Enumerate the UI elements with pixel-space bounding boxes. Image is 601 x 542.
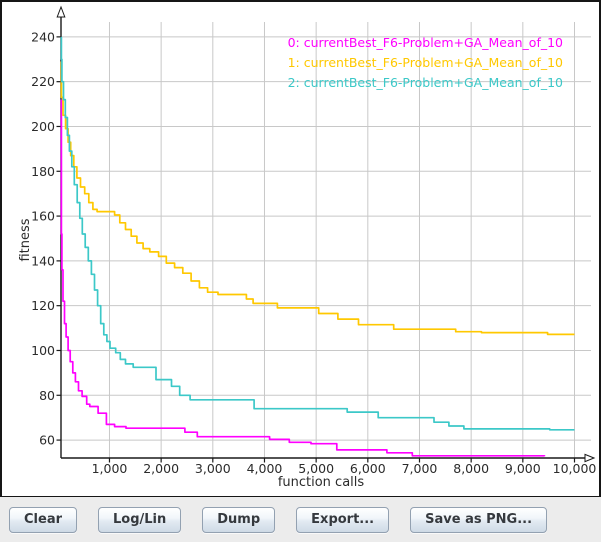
series-line-2: [60, 36, 575, 431]
series-line-0: [60, 99, 546, 457]
y-tick-label: 180: [31, 164, 55, 179]
clear-button[interactable]: Clear: [9, 506, 77, 533]
x-tick-label: 8,000: [453, 461, 489, 476]
tick-labels: 60 80 100 120 140 160 180 200 220 240 1,000 2,000 3,…: [31, 29, 596, 476]
y-tick-label: 100: [31, 343, 55, 358]
save-as-png-button[interactable]: Save as PNG...: [410, 506, 548, 533]
series-paths: [60, 36, 575, 457]
y-tick-label: 120: [31, 298, 55, 313]
x-axis-arrow-icon: [584, 453, 596, 463]
series-line-1: [60, 61, 575, 336]
dump-button[interactable]: Dump: [202, 506, 276, 533]
x-tick-label: 4,000: [247, 461, 283, 476]
x-tick-label: 1,000: [92, 461, 128, 476]
toolbar: Clear Log/Lin Dump Export... Save as PNG...: [0, 497, 601, 542]
x-tick-label: 7,000: [402, 461, 438, 476]
log-lin-button[interactable]: Log/Lin: [98, 506, 182, 533]
x-tick-label: 2,000: [143, 461, 179, 476]
x-tick-label: 9,000: [505, 461, 541, 476]
legend-entry-2: 2: currentBest_F6-Problem+GA_Mean_of_10: [287, 75, 563, 90]
x-axis-label: function calls: [278, 475, 365, 490]
fitness-chart: 60 80 100 120 140 160 180 200 220 240 1,000 2,000 3,…: [18, 5, 596, 490]
x-tick-label: 5,000: [298, 461, 334, 476]
y-axis-label: fitness: [18, 218, 33, 261]
axes: [56, 5, 596, 463]
chart-legend: 0: currentBest_F6-Problem+GA_Mean_of_10 1…: [288, 33, 563, 93]
gridlines: [61, 22, 591, 458]
y-tick-label: 160: [31, 209, 55, 224]
legend-entry-0: 0: currentBest_F6-Problem+GA_Mean_of_10: [287, 35, 563, 50]
x-tick-label: 3,000: [195, 461, 231, 476]
legend-entry-1: 1: currentBest_F6-Problem+GA_Mean_of_10: [287, 55, 563, 70]
y-tick-label: 220: [31, 74, 55, 89]
y-tick-label: 60: [39, 433, 55, 448]
y-tick-label: 80: [39, 388, 55, 403]
y-tick-label: 200: [31, 119, 55, 134]
y-tick-label: 140: [31, 253, 55, 268]
export-button[interactable]: Export...: [296, 506, 390, 533]
plot-panel: 60 80 100 120 140 160 180 200 220 240 1,000 2,000 3,…: [0, 0, 601, 497]
y-axis-arrow-icon: [56, 5, 66, 18]
x-tick-label: 6,000: [350, 461, 386, 476]
x-tick-label: 10,000: [553, 461, 597, 476]
y-tick-label: 240: [31, 29, 55, 44]
